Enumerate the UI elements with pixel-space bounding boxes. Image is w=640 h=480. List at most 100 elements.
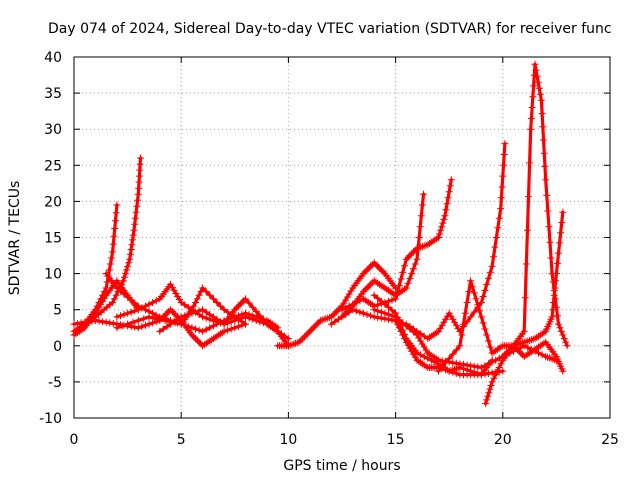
data-point-marker (549, 278, 557, 286)
data-point-marker (392, 295, 400, 303)
data-point-marker (352, 299, 360, 306)
data-point-marker (134, 324, 142, 332)
data-point-marker (322, 315, 330, 323)
data-point-marker (418, 340, 426, 348)
data-point-marker (174, 293, 182, 300)
data-point-marker (492, 356, 500, 364)
data-point-marker (363, 297, 371, 305)
data-point-marker (127, 250, 134, 258)
data-point-marker (536, 331, 544, 339)
data-point-marker (438, 321, 446, 329)
data-point-marker (77, 319, 85, 327)
data-point-marker (526, 159, 534, 167)
data-point-marker (530, 82, 537, 90)
data-point-marker (124, 320, 132, 328)
data-point-marker (77, 326, 85, 334)
data-point-marker (422, 241, 430, 249)
data-point-marker (520, 338, 528, 346)
data-point-marker (249, 315, 257, 323)
data-point-marker (149, 319, 157, 327)
data-point-marker (500, 151, 508, 158)
data-point-marker (125, 259, 133, 267)
data-point-marker (195, 338, 203, 346)
data-point-marker (200, 341, 208, 349)
data-point-marker (537, 96, 545, 104)
data-point-marker (452, 346, 460, 354)
data-point-marker (117, 287, 124, 295)
data-point-marker (192, 308, 199, 316)
series-track-18 (499, 60, 571, 361)
data-point-marker (456, 360, 464, 368)
data-point-marker (345, 308, 353, 316)
data-point-marker (493, 345, 501, 353)
data-point-marker (500, 161, 507, 169)
data-point-marker (413, 349, 421, 357)
data-point-marker (445, 188, 453, 196)
data-point-marker (454, 324, 462, 332)
data-point-marker (122, 270, 129, 278)
series-layer (70, 60, 571, 408)
data-point-marker (199, 284, 207, 292)
data-point-marker (177, 299, 185, 306)
data-point-marker (495, 344, 503, 352)
data-point-marker (417, 243, 425, 251)
data-point-marker (488, 369, 496, 377)
data-point-marker (374, 314, 382, 321)
data-point-marker (290, 340, 298, 348)
y-tick-label: 35 (44, 86, 62, 102)
data-point-marker (124, 309, 132, 317)
data-point-marker (88, 317, 96, 325)
data-point-marker (431, 330, 439, 338)
data-point-marker (159, 325, 167, 333)
data-point-marker (105, 266, 113, 274)
data-point-marker (533, 344, 541, 352)
data-point-marker (136, 166, 144, 174)
data-point-marker (555, 249, 562, 257)
data-point-marker (527, 114, 535, 122)
data-point-marker (467, 277, 475, 285)
data-point-marker (470, 368, 478, 376)
data-point-marker (117, 312, 124, 320)
data-point-marker (495, 354, 503, 362)
data-point-marker (411, 260, 419, 268)
data-point-marker (167, 280, 174, 288)
data-point-marker (486, 268, 494, 276)
data-point-marker (99, 318, 107, 326)
data-point-marker (134, 306, 142, 314)
grid-layer (74, 57, 610, 418)
data-point-marker (445, 354, 453, 362)
data-point-marker (388, 296, 396, 304)
data-point-marker (538, 110, 546, 118)
data-point-marker (137, 154, 144, 162)
data-point-marker (206, 324, 214, 332)
y-tick-label: 15 (44, 231, 62, 247)
data-point-marker (156, 315, 164, 323)
data-point-marker (517, 349, 525, 357)
data-point-marker (491, 243, 499, 251)
chart-title: Day 074 of 2024, Sidereal Day-to-day VTE… (48, 21, 612, 37)
data-point-marker (506, 345, 514, 353)
data-point-marker (236, 300, 244, 308)
data-point-marker (440, 318, 448, 326)
data-point-marker (227, 318, 235, 326)
data-point-marker (129, 318, 137, 326)
series-track-15 (402, 140, 509, 343)
data-point-marker (499, 172, 507, 180)
x-tick-label: 0 (70, 432, 79, 448)
data-point-marker (395, 282, 403, 290)
data-point-marker (535, 332, 542, 340)
data-point-marker (374, 262, 382, 270)
data-point-marker (301, 333, 308, 341)
data-point-marker (199, 313, 207, 321)
data-point-marker (297, 336, 305, 344)
data-point-marker (416, 223, 424, 231)
data-point-marker (422, 346, 430, 354)
data-point-marker (490, 374, 498, 382)
data-point-marker (452, 359, 460, 367)
data-point-marker (376, 280, 383, 288)
data-point-marker (145, 320, 153, 328)
data-point-marker (367, 262, 375, 270)
data-point-marker (410, 265, 417, 273)
data-point-marker (99, 297, 107, 305)
data-point-marker (374, 307, 382, 315)
